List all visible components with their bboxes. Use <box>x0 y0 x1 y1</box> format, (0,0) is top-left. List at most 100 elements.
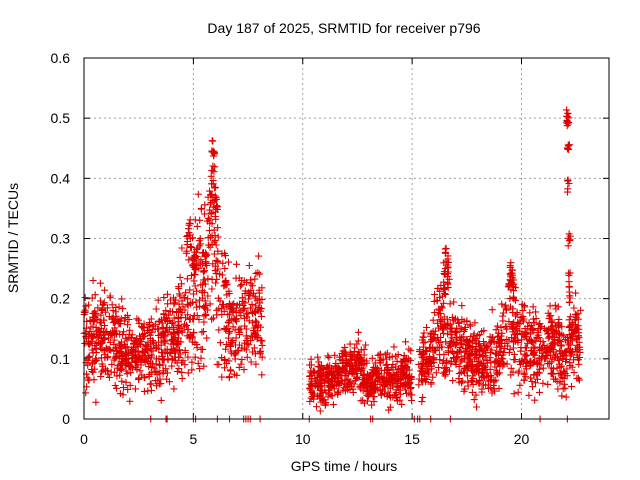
data-point <box>478 372 486 380</box>
data-point <box>342 376 350 384</box>
data-point <box>334 371 342 379</box>
data-point <box>330 377 338 385</box>
data-point <box>209 314 217 322</box>
data-point <box>186 333 194 341</box>
data-point <box>462 346 470 354</box>
data-point <box>90 310 98 317</box>
data-point <box>148 363 156 371</box>
data-point <box>246 290 254 298</box>
data-point <box>359 379 367 387</box>
data-point <box>555 356 563 364</box>
data-point <box>255 252 263 260</box>
data-point <box>529 383 537 391</box>
data-point <box>494 322 501 330</box>
data-point <box>405 345 413 353</box>
data-point <box>450 350 458 358</box>
data-point <box>222 281 230 289</box>
data-point <box>346 385 354 393</box>
data-point <box>436 287 444 295</box>
data-point <box>250 327 257 335</box>
data-point <box>209 137 217 145</box>
data-point <box>92 356 100 364</box>
data-point <box>197 346 205 353</box>
data-point <box>376 359 384 367</box>
data-point <box>524 322 532 330</box>
data-point <box>495 332 503 340</box>
data-point <box>108 360 116 368</box>
data-point <box>346 362 354 370</box>
data-point <box>206 200 214 208</box>
data-point <box>136 367 144 375</box>
data-point <box>129 364 136 372</box>
data-point <box>109 314 117 322</box>
data-point <box>232 274 240 282</box>
data-point <box>90 376 98 384</box>
data-point <box>487 384 495 392</box>
data-point <box>160 331 168 339</box>
data-point <box>556 360 563 368</box>
data-point <box>337 377 345 385</box>
data-point <box>158 319 166 327</box>
data-point <box>147 315 155 323</box>
data-point <box>363 391 371 399</box>
data-point <box>226 366 234 374</box>
data-point <box>384 365 392 373</box>
data-point <box>570 356 578 364</box>
data-point <box>93 315 101 323</box>
data-point <box>219 259 227 267</box>
data-point <box>190 263 198 271</box>
data-point <box>532 337 540 345</box>
data-point <box>428 335 436 343</box>
data-point <box>464 352 472 360</box>
data-point <box>316 407 324 415</box>
data-point <box>360 351 368 359</box>
data-point <box>97 328 105 336</box>
data-point <box>131 356 139 364</box>
data-point <box>547 369 555 377</box>
data-point <box>207 209 215 217</box>
data-point <box>511 337 519 345</box>
data-point <box>419 393 427 401</box>
data-point <box>386 370 393 378</box>
data-point <box>364 385 372 393</box>
data-point <box>197 281 205 289</box>
data-point <box>124 321 132 329</box>
data-point <box>210 226 218 234</box>
data-point <box>471 346 479 354</box>
data-point <box>214 233 222 241</box>
data-point <box>576 343 584 351</box>
data-point <box>556 330 564 338</box>
data-point <box>251 275 259 283</box>
data-point <box>306 372 314 380</box>
data-point <box>469 337 477 344</box>
data-point <box>206 191 214 199</box>
data-point <box>222 340 230 348</box>
data-point <box>440 278 448 286</box>
data-point <box>306 398 314 405</box>
data-point <box>176 350 184 358</box>
data-point <box>356 355 364 363</box>
data-point <box>118 365 125 373</box>
data-point <box>256 270 264 278</box>
data-point <box>522 344 530 352</box>
data-point <box>242 346 250 354</box>
data-point <box>329 366 337 374</box>
data-point <box>243 353 251 361</box>
data-point <box>325 353 333 361</box>
data-point <box>208 232 216 240</box>
data-point <box>535 365 543 373</box>
data-point <box>535 354 543 362</box>
y-axis-label: SRMTID / TECUs <box>5 183 21 293</box>
data-point <box>431 327 439 335</box>
data-point <box>551 301 559 309</box>
data-point <box>229 323 237 331</box>
data-point <box>154 296 162 304</box>
data-point <box>190 257 198 265</box>
data-point <box>183 275 191 283</box>
data-point <box>441 368 449 376</box>
data-point <box>431 346 438 354</box>
data-point <box>473 403 480 411</box>
data-point <box>458 334 465 342</box>
data-point <box>310 390 318 398</box>
data-point <box>444 284 452 292</box>
